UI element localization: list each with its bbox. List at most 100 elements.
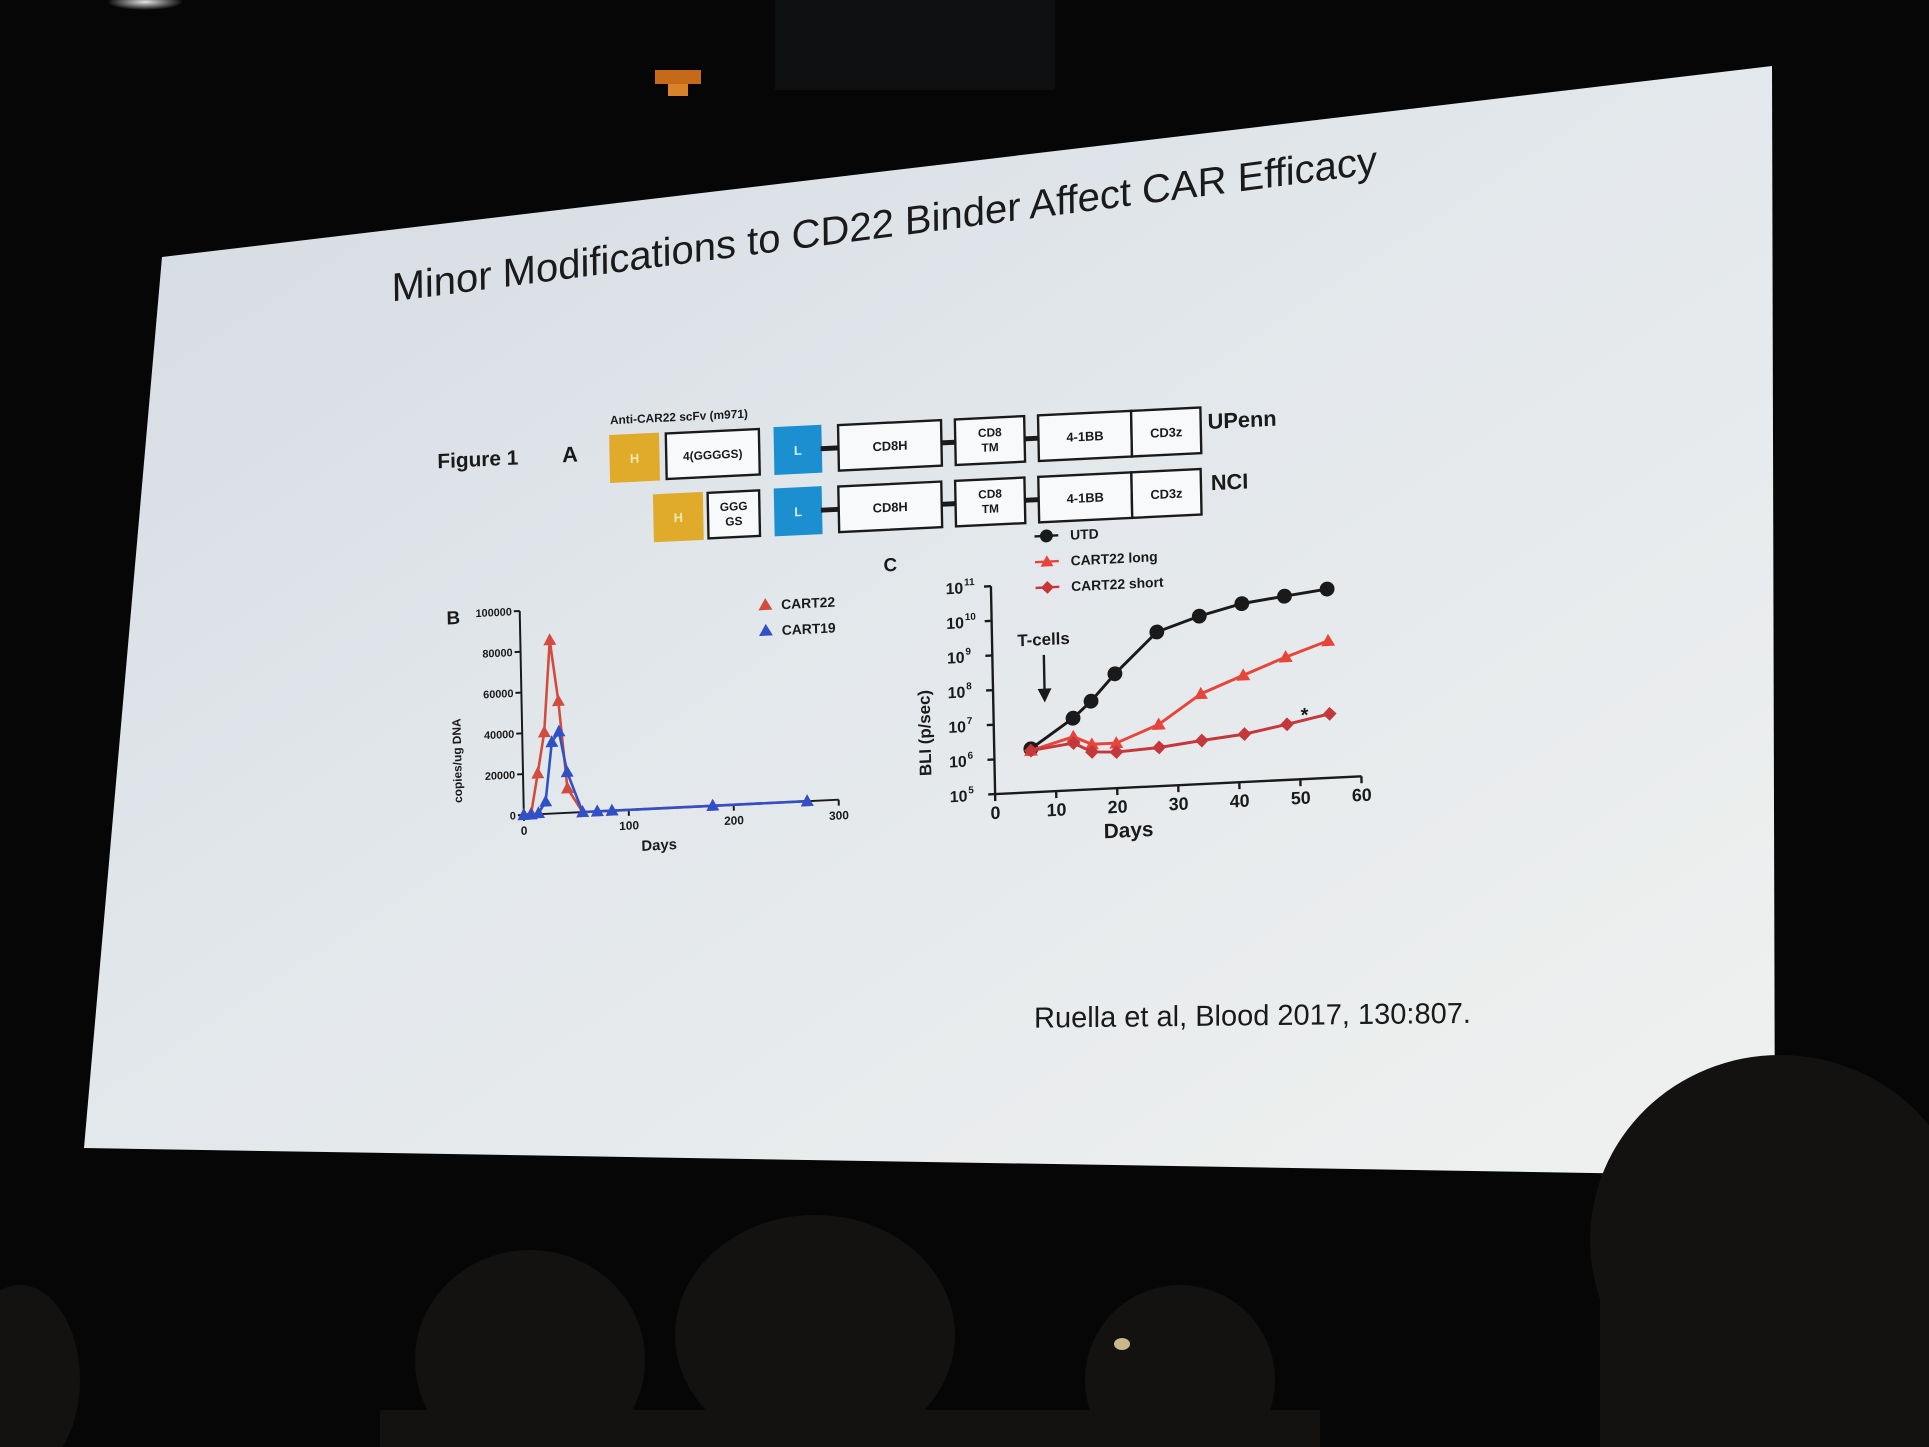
linker-line [941,501,956,507]
x-tick-label: 200 [724,813,744,828]
data-point [1040,580,1054,594]
data-point [1066,736,1081,750]
segment-text: L [794,504,802,519]
data-point [532,806,546,819]
x-tick-label: 60 [1352,785,1372,806]
data-point [551,694,565,707]
y-axis [518,610,525,815]
x-tick-label: 40 [1230,791,1250,812]
data-point [1109,736,1124,749]
linker-line [1024,435,1039,442]
segment-l: L [773,424,823,475]
y-tick-exponent: 8 [966,681,972,692]
segment-text: TM [981,440,999,455]
y-tick-exponent: 7 [967,716,973,727]
y-tick-label: 20000 [485,770,515,783]
y-tick-exponent: 5 [968,785,974,796]
y-tick-label: 40000 [484,729,514,742]
figure-1-panel-b: B Days copies/ug DNA 0 20000 40000 60000 800… [446,594,849,855]
data-point [1065,710,1081,726]
y-tick-exponent: 11 [964,577,975,589]
ceiling-lamp [655,70,701,96]
y-tick-label: 10 [950,788,968,806]
data-point [1278,650,1293,663]
data-point [1023,743,1038,758]
panel-c-label: C [883,554,897,576]
series-line [523,728,808,817]
panel-c-ylabel: BLI (p/sec) [915,690,936,777]
data-point [1280,717,1294,732]
data-point [1321,633,1336,647]
data-point [1319,581,1335,597]
data-point [1277,588,1292,604]
linker-line [1024,497,1039,503]
segment-text: GGG [720,499,748,514]
segment-ggg-gs: GGGGS [706,489,762,540]
data-point [1152,740,1167,755]
figure-1-panel-a: Figure 1 A Anti-CAR22 scFv (m971) H 4(GGG… [437,406,1277,543]
citation: Ruella et al, Blood 2017, 130:807. [1034,998,1471,1035]
data-point [537,725,551,738]
panel-b-xlabel: Days [641,837,677,855]
panel-b-chart: 0 20000 40000 60000 80000 100000 0 100 200 300 CAR… [475,594,849,838]
data-point [1085,737,1099,750]
y-tick-exponent: 6 [967,750,973,761]
segment-text: CD8H [873,499,908,516]
y-tick-exponent: 9 [965,647,971,658]
data-point [539,794,553,807]
series-cart19: CART19 [517,619,836,821]
linker-line [941,439,956,446]
y-tick-label: 10 [949,754,967,772]
data-point [560,765,574,778]
figure-label: Figure 1 [437,446,518,473]
x-tick-label: 30 [1169,793,1189,814]
y-tick-label: 80000 [482,647,512,660]
legend-marker [758,598,773,611]
data-point [1194,733,1209,748]
segment-text: CD8H [872,438,907,455]
segment-text: H [630,451,640,466]
segment-cd8h: CD8H [837,480,944,534]
segment-cd8h: CD8H [836,418,944,472]
ceiling-light [107,0,183,10]
data-point [1194,686,1208,700]
data-point [545,735,559,748]
panel-b-label: B [446,607,460,629]
data-point [1151,717,1166,731]
segment-4-1bb: 4-1BB [1036,409,1134,463]
x-tick-label: 0 [990,803,1000,823]
data-point [1083,693,1099,709]
data-point [561,781,574,794]
data-point [1107,666,1123,682]
segment-l: L [773,486,823,537]
panel-b-ylabel: copies/ug DNA [449,718,465,803]
legend-label: CART22 long [1071,548,1158,568]
scfv-label: Anti-CAR22 scFv (m971) [610,407,748,428]
segment-cd3z: CD3z [1130,467,1203,520]
y-tick-label: 100000 [475,606,512,620]
series-cart22-long: CART22 long [1024,548,1336,757]
linker-line [820,445,839,452]
data-point [1039,529,1053,543]
data-point [1322,706,1337,721]
legend-label: UTD [1070,525,1099,542]
panel-c-xlabel: Days [1104,818,1154,843]
series-cart22-short: CART22 short [1023,574,1337,760]
slide-title: Minor Modifications to CD22 Binder Affec… [391,138,1377,311]
projection-screen [84,66,1775,1176]
y-tick-label: 10 [948,719,966,737]
segment-text: CD8 [978,486,1002,501]
x-tick-label: 10 [1046,799,1066,820]
data-point [590,804,604,817]
tcells-arrowhead [1037,688,1052,703]
data-point [1191,608,1207,624]
x-tick-label: 300 [829,808,849,823]
glasses-glint [1114,1338,1130,1350]
data-point [1234,596,1250,612]
data-point [706,798,720,812]
data-point [1040,555,1054,567]
